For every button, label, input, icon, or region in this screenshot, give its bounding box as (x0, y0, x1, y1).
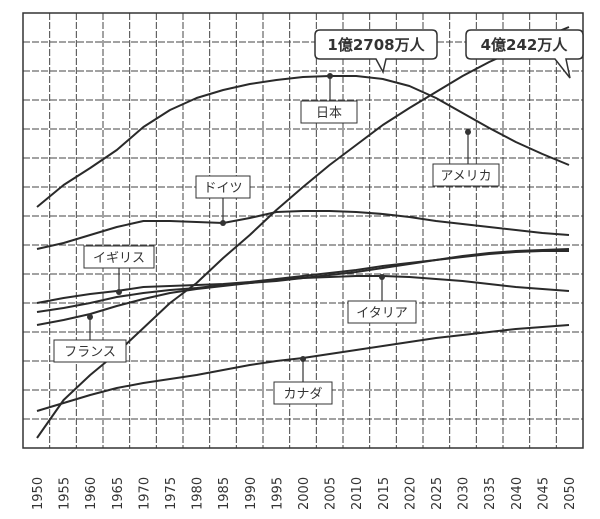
label-uk-text: イギリス (93, 251, 145, 266)
plot-border (22, 12, 584, 449)
x-tick-label: 2030 (457, 477, 472, 510)
grid (23, 13, 583, 448)
x-tick-label: 2050 (563, 477, 578, 510)
label-usa-text: アメリカ (440, 169, 491, 184)
label-italy: イタリア (347, 274, 417, 324)
x-tick-label: 2010 (350, 477, 365, 510)
callout-usa-2050-text: 4億242万人 (481, 36, 569, 54)
x-axis-ticks: 1950 1955 1960 1965 1970 1975 1980 1985 1990 1995… (31, 477, 578, 510)
x-tick-label: 2020 (403, 477, 418, 510)
x-tick-label: 2040 (510, 477, 525, 510)
series-line (36, 275, 570, 313)
callout-usa-2050: 4億242万人 (465, 29, 584, 79)
x-tick-label: 1960 (84, 477, 99, 510)
x-tick-label: 1950 (31, 477, 46, 510)
x-tick-label: 1955 (58, 477, 73, 510)
series-line (36, 75, 570, 208)
label-italy-text: イタリア (356, 306, 407, 321)
x-tick-label: 1985 (217, 477, 232, 510)
label-france-text: フランス (64, 345, 116, 360)
x-tick-label: 2005 (324, 477, 339, 510)
label-canada: カナダ (273, 356, 333, 405)
label-usa: アメリカ (432, 129, 500, 187)
series-line (36, 210, 570, 250)
callout-japan-peak: 1億2708万人 (314, 29, 438, 75)
label-japan-text: 日本 (316, 106, 342, 121)
label-germany: ドイツ (195, 175, 251, 226)
x-tick-label: 2000 (297, 477, 312, 510)
x-tick-label: 2045 (536, 477, 551, 510)
x-tick-label: 1970 (137, 477, 152, 510)
label-japan: 日本 (300, 73, 358, 124)
label-uk: イギリス (83, 245, 155, 295)
label-france: フランス (53, 314, 127, 363)
x-tick-label: 1965 (111, 477, 126, 510)
x-tick-label: 1975 (164, 477, 179, 510)
label-germany-text: ドイツ (203, 181, 242, 196)
x-tick-label: 1980 (191, 477, 206, 510)
x-tick-label: 2015 (377, 477, 392, 510)
x-tick-label: 2025 (430, 477, 445, 510)
x-tick-label: 1990 (244, 477, 259, 510)
callout-japan-peak-text: 1億2708万人 (327, 36, 425, 54)
x-tick-label: 1995 (270, 477, 285, 510)
label-canada-text: カナダ (283, 387, 322, 402)
x-tick-label: 2035 (483, 477, 498, 510)
